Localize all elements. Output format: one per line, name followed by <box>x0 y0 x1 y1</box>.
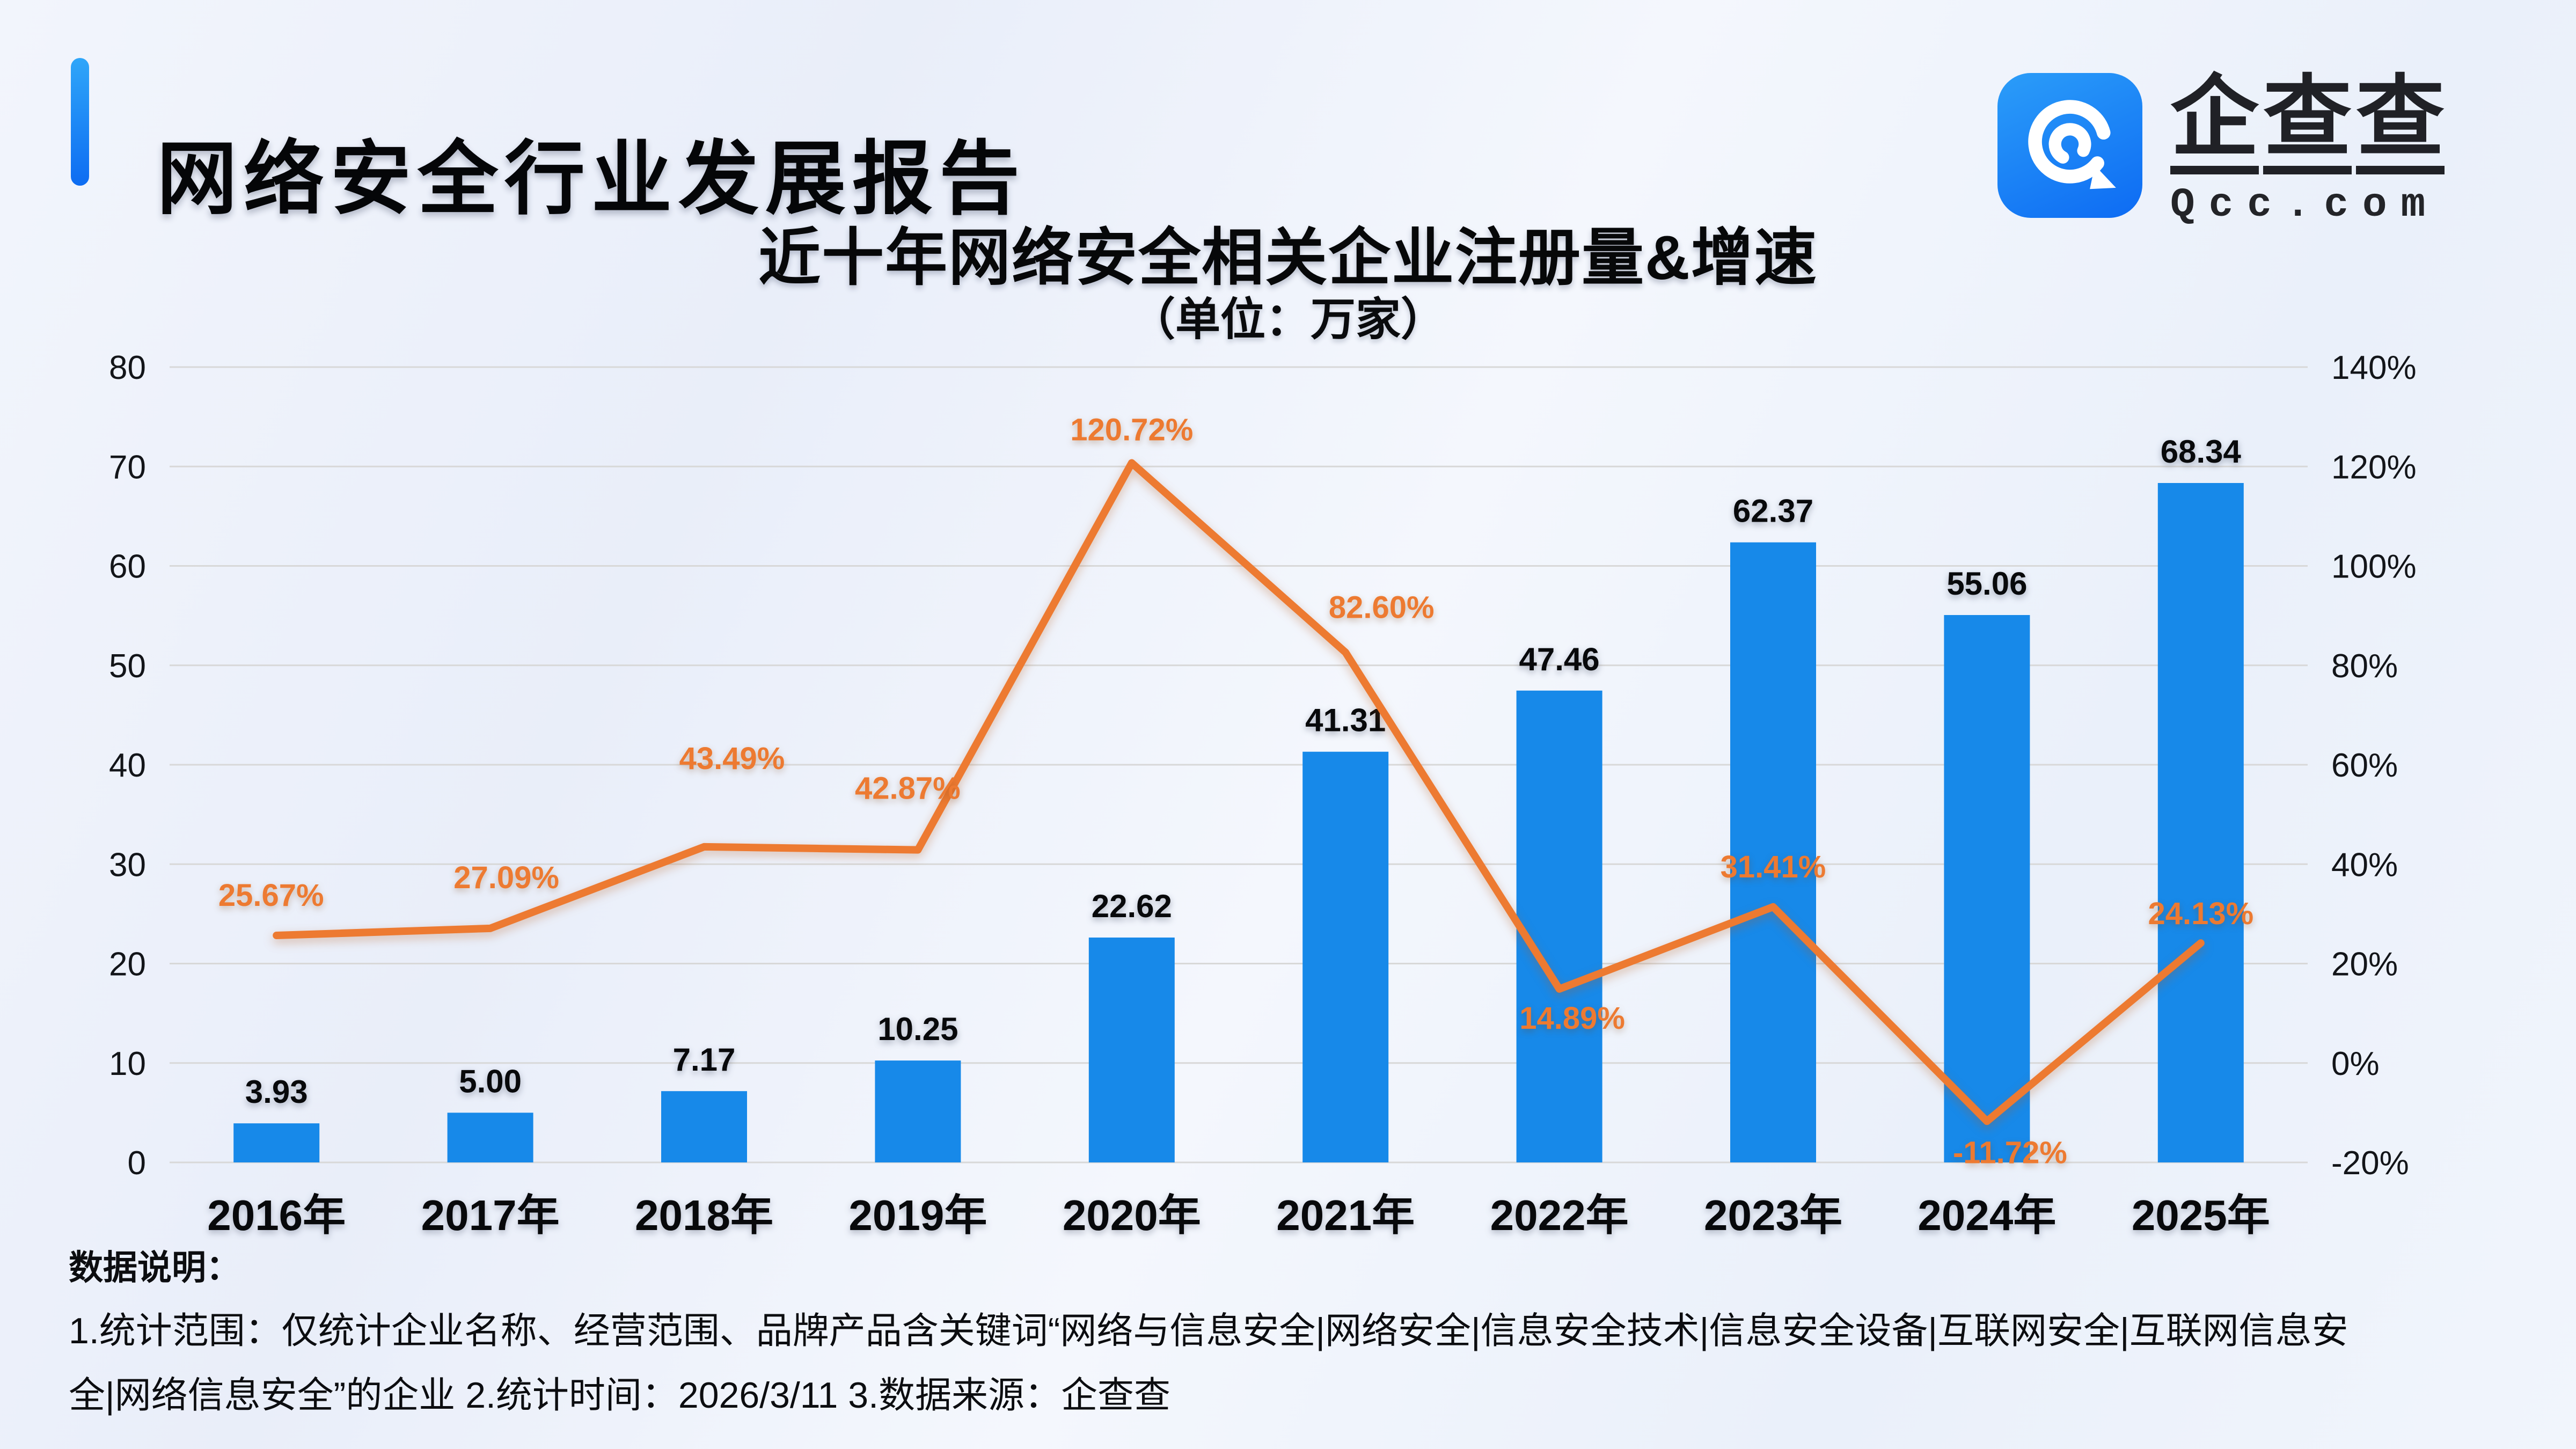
bar-value-label: 68.34 <box>2161 434 2242 470</box>
growth-value-label: 43.49% <box>679 741 785 776</box>
right-axis-tick: 0% <box>2331 1045 2380 1082</box>
left-axis-tick: 40 <box>109 747 146 784</box>
x-axis-label: 2019年 <box>848 1191 987 1239</box>
x-axis-label: 2020年 <box>1063 1191 1201 1239</box>
growth-value-label: 27.09% <box>453 860 559 895</box>
growth-value-label: 82.60% <box>1329 590 1435 625</box>
x-axis-label: 2016年 <box>207 1191 346 1239</box>
qcc-logo: 企查查 Qcc.com <box>1997 73 2449 228</box>
notes-line-2: 全|网络信息安全”的企业 2.统计时间：2026/3/11 3.数据来源：企查查 <box>69 1375 1170 1416</box>
qcc-logo-text: 企查查 Qcc.com <box>2170 73 2449 228</box>
bar-value-label: 55.06 <box>1946 566 2027 602</box>
title-accent-bar <box>71 58 89 186</box>
bar-2020年 <box>1088 937 1175 1162</box>
page-title: 网络安全行业发展报告 <box>157 133 1027 224</box>
left-axis-tick: 60 <box>109 548 146 586</box>
notes-heading: 数据说明： <box>69 1248 240 1287</box>
growth-value-label: 24.13% <box>2148 896 2253 931</box>
bar-value-label: 47.46 <box>1519 641 1600 677</box>
growth-value-label: 14.89% <box>1519 1001 1625 1036</box>
bar-2018年 <box>661 1091 747 1162</box>
data-notes: 数据说明： 1.统计范围：仅统计企业名称、经营范围、品牌产品含关键词“网络与信息… <box>69 1250 2537 1414</box>
x-axis-label: 2021年 <box>1276 1191 1415 1239</box>
right-axis-tick: 20% <box>2331 946 2398 983</box>
qcc-logo-mark-icon <box>1997 73 2142 218</box>
x-axis-label: 2024年 <box>1918 1191 2056 1239</box>
growth-value-label: 25.67% <box>218 878 324 913</box>
left-axis-tick: 50 <box>109 648 146 685</box>
bar-2024年 <box>1944 615 2030 1162</box>
bar-value-label: 5.00 <box>459 1063 522 1099</box>
x-axis-label: 2017年 <box>421 1191 560 1239</box>
bar-value-label: 41.31 <box>1305 702 1386 738</box>
growth-value-label: 120.72% <box>1070 413 1193 448</box>
growth-value-label: 31.41% <box>1721 850 1826 884</box>
growth-value-label: 42.87% <box>855 771 961 806</box>
qcc-brand-name: 企查查 <box>2170 73 2449 174</box>
bar-2022年 <box>1516 690 1602 1162</box>
bar-2017年 <box>447 1113 533 1162</box>
qcc-domain-text: Qcc.com <box>2170 182 2440 228</box>
chart-title: 近十年网络安全相关企业注册量&增速 <box>758 223 1818 292</box>
left-axis-tick: 30 <box>109 846 146 883</box>
bar-2025年 <box>2157 483 2244 1162</box>
bar-value-label: 10.25 <box>877 1011 958 1047</box>
qcc-brand-char: 企 <box>2170 73 2259 174</box>
bar-value-label: 22.62 <box>1092 888 1172 924</box>
bar-2021年 <box>1302 751 1389 1162</box>
bar-value-label: 62.37 <box>1733 493 1813 529</box>
qcc-brand-char: 查 <box>2263 73 2352 174</box>
left-axis-tick: 0 <box>128 1145 146 1182</box>
right-axis-tick: 40% <box>2331 846 2398 883</box>
left-axis-tick: 10 <box>109 1045 146 1082</box>
left-axis-tick: 20 <box>109 946 146 983</box>
x-axis-label: 2022年 <box>1490 1191 1629 1239</box>
notes-line-1: 1.统计范围：仅统计企业名称、经营范围、品牌产品含关键词“网络与信息安全|网络安… <box>69 1311 2348 1351</box>
right-axis-tick: 80% <box>2331 648 2398 685</box>
bar-value-label: 3.93 <box>245 1074 308 1110</box>
bar-value-label: 7.17 <box>673 1042 736 1078</box>
right-axis-tick: 60% <box>2331 747 2398 784</box>
left-axis-tick: 70 <box>109 449 146 486</box>
right-axis-tick: 120% <box>2331 449 2417 486</box>
chart-subtitle: （单位：万家） <box>1130 294 1446 345</box>
bar-2016年 <box>233 1123 320 1162</box>
bar-2023年 <box>1730 542 1816 1163</box>
bar-2019年 <box>875 1060 961 1162</box>
growth-value-label: -11.72% <box>1953 1135 2067 1170</box>
growth-line <box>273 459 2205 1125</box>
right-axis-tick: -20% <box>2331 1145 2409 1182</box>
x-axis-label: 2025年 <box>2132 1191 2270 1239</box>
x-axis-label: 2018年 <box>635 1191 773 1239</box>
qcc-spiral-icon <box>2028 100 2116 189</box>
left-axis-tick: 80 <box>109 349 146 386</box>
right-axis-tick: 140% <box>2331 349 2417 386</box>
right-axis-tick: 100% <box>2331 548 2417 586</box>
chart-canvas: 0 10 20 30 40 50 60 70 80 -20% 0% 20% 40% 60% 80% 100% 1… <box>109 349 2417 1239</box>
x-axis-label: 2023年 <box>1704 1191 1842 1239</box>
qcc-brand-char: 查 <box>2356 73 2445 174</box>
